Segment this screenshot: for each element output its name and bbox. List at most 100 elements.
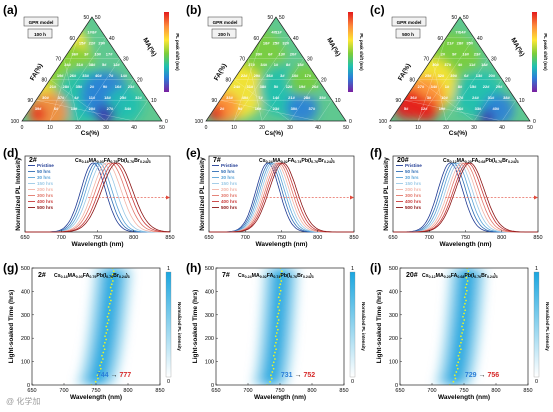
peak-dot (109, 293, 112, 295)
y-tick-label: 500 (205, 266, 214, 272)
left-tick-label: 90 (27, 98, 33, 104)
peak-dot (272, 367, 275, 370)
panel-label-e: (e) (186, 146, 201, 160)
peak-dot (456, 367, 459, 370)
panel-label-h: (h) (186, 261, 201, 275)
x-tick-label: 700 (57, 235, 66, 241)
colorbar-label: Normalized PL intensity (361, 302, 366, 351)
ternary-point-label: 20# (488, 73, 495, 78)
pl-series-7 (393, 162, 538, 233)
peak-dot (460, 341, 462, 344)
ternary-frame (21, 16, 163, 122)
y-tick-label: 100 (21, 360, 30, 366)
left-tick-label: 100 (379, 119, 388, 125)
peak-dot (279, 299, 281, 302)
ternary-point-label: 29# (254, 73, 261, 78)
peak-dot (94, 380, 97, 383)
panel-label-g: (g) (3, 261, 18, 275)
y-axis-label: Light-soaked Time (hrs) (8, 290, 15, 364)
ternary-point-label: 15# (470, 84, 477, 89)
ternary-point-label: 19# (439, 106, 446, 111)
ternary-point-label: 33# (82, 73, 89, 78)
ternary-point-label: 9# (452, 51, 457, 56)
legend-entry: 300 hrs (221, 193, 238, 198)
right-tick-label: 40 (293, 36, 299, 42)
peak-dot (110, 283, 113, 286)
peak-dot (279, 289, 282, 292)
bottom-tick-label: 30 (103, 125, 109, 131)
panel-label-b: (b) (186, 3, 201, 17)
ternary-point-label: 40# (95, 73, 102, 78)
composition-formula: Cs0.18​MA0.03​FA0.79​Pb(I0.76​Br0.24​)3​ (75, 158, 151, 164)
y-axis-label: Normalized PL Intensity (15, 157, 22, 231)
y-tick-label: 0 (395, 383, 398, 389)
ternary-point-label: 31# (76, 62, 83, 67)
x-tick-label: 750 (275, 388, 284, 394)
ternary-point-label: 8# (286, 62, 291, 67)
ternary-point-label: 3# (280, 73, 285, 78)
left-tick-label: 70 (423, 57, 429, 63)
peak-dot (110, 289, 113, 292)
x-axis-label: Wavelength (nm) (438, 394, 490, 401)
x-axis-label: Wavelength (nm) (70, 394, 122, 401)
legend-entry: 400 hrs (37, 199, 54, 204)
ternary-point-label: 9# (103, 84, 108, 89)
x-tick-label: 700 (59, 388, 68, 394)
peak-dot (278, 286, 281, 289)
x-tick-label: 650 (388, 235, 397, 241)
peak-dot (455, 371, 458, 373)
peak-shift-annotation: 744 → 777 (97, 372, 131, 379)
x-tick-label: 850 (339, 388, 348, 394)
shift-arrow-head (350, 195, 354, 200)
legend-entry: 400 hrs (405, 199, 422, 204)
heatmap-panel-3: 20# Cs0.12​MA0.20​FA0.68​Pb(I0.76​Br0.24​… (376, 266, 550, 401)
composition-formula: Cs0.12​MA0.20​FA0.68​Pb(I0.76​Br0.24​)3​ (422, 273, 498, 279)
ternary-panel-1: 1# 8# 15# 22# 29# 36# 3# 10# 17# 24# 31# 38# 5# 12# 19… (11, 12, 180, 137)
peak-dot (466, 273, 469, 276)
peak-dot (465, 283, 468, 286)
ternary-point-label: 39# (256, 51, 263, 56)
right-tick-label: 10 (519, 98, 525, 104)
ternary-point-label: 14# (273, 95, 280, 100)
peak-dot (277, 312, 280, 315)
peak-dot (462, 322, 465, 325)
pl-plot-frame (392, 155, 539, 233)
peak-dot (105, 325, 108, 328)
y-tick-label: 400 (21, 289, 30, 295)
ternary-point-label: 13# (476, 73, 483, 78)
right-tick-label: 20 (137, 77, 143, 83)
left-tick-label: 60 (69, 36, 75, 42)
ternary-point-label: 32# (135, 95, 142, 100)
model-label-box (207, 16, 243, 27)
ternary-point-label: 4# (271, 29, 276, 34)
peak-dot (461, 338, 464, 341)
time-label-box (211, 28, 237, 39)
peak-dot (453, 374, 456, 377)
heatmap-body (400, 268, 528, 385)
model-label: GPR model (397, 20, 422, 25)
ternary-sample-labels: 7# 14# 21# 28# 35# 2# 9# 16# 23# 30# 37# 4# 11# 18# 25… (404, 29, 511, 110)
peak-dot (271, 371, 274, 373)
bottom-tick-label: 30 (471, 125, 477, 131)
bottom-tick-label: 0 (205, 125, 208, 131)
y-tick-label: 100 (205, 360, 214, 366)
x-axis-label: Wavelength (nm) (439, 241, 491, 248)
bottom-tick-label: 0 (21, 125, 24, 131)
ternary-point-label: 27# (418, 84, 425, 89)
composition-formula: Cs0.24​MA0.02​FA0.74​Pb(I0.76​Br0.24​)3​ (238, 273, 314, 279)
peak-dot (461, 332, 463, 334)
ternary-point-label: 37# (309, 106, 316, 111)
ternary-color-blob (30, 106, 46, 121)
bottom-tick-label: 50 (159, 125, 165, 131)
ternary-point-label: 25# (425, 73, 432, 78)
ternary-point-label: 28# (63, 84, 70, 89)
peak-dot (105, 332, 108, 334)
panel-label-c: (c) (370, 3, 385, 17)
x-tick-label: 850 (349, 235, 358, 241)
ternary-point-label: 11# (469, 62, 476, 67)
x-tick-label: 800 (313, 235, 322, 241)
colorbar-min: 0 (351, 379, 354, 385)
